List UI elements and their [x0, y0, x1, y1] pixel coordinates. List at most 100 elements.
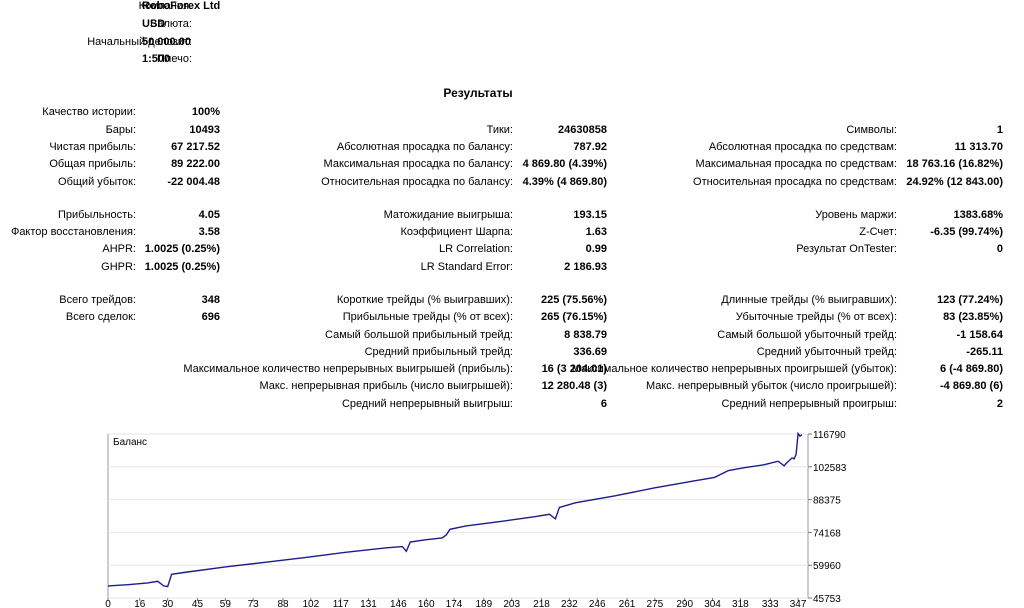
deposit-value: 50 000.00 — [142, 36, 191, 48]
stat-label: Самый большой убыточный трейд: — [717, 329, 897, 341]
stat-label: Самый большой прибыльный трейд: — [325, 329, 513, 341]
x-tick-label: 232 — [561, 599, 578, 608]
stat-value: 1 — [996, 124, 1003, 136]
stat-value: 4.39% (4 869.80) — [522, 176, 607, 188]
x-tick-label: 59 — [220, 599, 232, 608]
x-tick-label: 45 — [192, 599, 204, 608]
stat-value: 265 (76.15%) — [540, 311, 607, 323]
stat-label: Общая прибыль: — [49, 158, 136, 170]
stat-label: Всего трейдов: — [59, 294, 136, 306]
balance-series-line — [107, 431, 803, 588]
stat-value: 348 — [201, 294, 220, 306]
stat-value: 12 280.48 (3) — [541, 380, 607, 392]
x-tick-label: 246 — [589, 599, 606, 608]
stat-value: 100% — [191, 106, 220, 118]
stat-label: Максимальная просадка по балансу: — [323, 158, 513, 170]
currency-value: USD — [142, 18, 166, 30]
stat-label: Символы: — [846, 124, 897, 136]
stat-value: 193.15 — [573, 209, 607, 221]
stat-label: Абсолютная просадка по балансу: — [336, 141, 513, 153]
y-tick-label: 74168 — [813, 528, 841, 539]
stat-label: Чистая прибыль: — [49, 141, 136, 153]
x-tick-label: 30 — [162, 599, 174, 608]
stat-label: Тики: — [486, 124, 513, 136]
x-tick-label: 146 — [390, 599, 407, 608]
stat-value: 225 (75.56%) — [540, 294, 607, 306]
stat-label: Коэффициент Шарпа: — [400, 226, 513, 238]
x-tick-label: 347 — [790, 599, 807, 608]
x-tick-label: 160 — [418, 599, 435, 608]
stat-label: Максимальное количество непрерывных выиг… — [183, 363, 513, 375]
stat-label: Всего сделок: — [65, 311, 136, 323]
currency-label: Валюта: — [150, 18, 192, 30]
stat-label: Максимальная просадка по средствам: — [695, 158, 897, 170]
x-tick-label: 189 — [476, 599, 493, 608]
stat-value: 67 217.52 — [171, 141, 220, 153]
stat-value: 6 (-4 869.80) — [940, 363, 1003, 375]
stat-label: Относительная просадка по балансу: — [321, 176, 513, 188]
chart-plot-area — [107, 433, 809, 599]
stat-label: Матожидание выигрыша: — [383, 209, 513, 221]
stat-value: 2 186.93 — [564, 261, 607, 273]
y-tick-label: 116790 — [813, 430, 846, 441]
stat-label: Прибыльные трейды (% от всех): — [342, 311, 513, 323]
y-axis-ticks: 116790 102583 88375 74168 59960 45753 — [808, 430, 847, 605]
stat-value: 11 313.70 — [954, 141, 1003, 153]
chart-grid — [108, 433, 808, 599]
stat-value: 24630858 — [558, 124, 607, 136]
x-tick-label: 117 — [333, 599, 349, 608]
stat-value: -22 004.48 — [167, 176, 220, 188]
y-tick-label: 88375 — [813, 496, 841, 507]
stat-value: 89 222.00 — [171, 158, 220, 170]
stat-value: 1383.68% — [953, 209, 1003, 221]
stat-label: Средний непрерывный выигрыш: — [341, 398, 513, 410]
stat-value: -6.35 (99.74%) — [930, 226, 1003, 238]
stat-label: Качество истории: — [42, 106, 136, 118]
stat-value: 83 (23.85%) — [943, 311, 1003, 323]
stat-value: 0.99 — [585, 243, 607, 255]
stat-value: 787.92 — [573, 141, 607, 153]
x-tick-label: 0 — [105, 599, 111, 608]
company-value: RoboForex Ltd — [142, 0, 221, 12]
x-tick-label: 275 — [647, 599, 664, 608]
stat-value: -265.11 — [966, 346, 1003, 358]
stat-value: 6 — [600, 398, 607, 410]
stat-value: 1.0025 (0.25%) — [144, 261, 220, 273]
stat-label: Фактор восстановления: — [10, 226, 136, 238]
x-tick-label: 203 — [503, 599, 520, 608]
stat-value: 123 (77.24%) — [936, 294, 1003, 306]
stat-value: 696 — [201, 311, 220, 323]
leverage-label: Плечо: — [157, 53, 192, 65]
balance-chart: Баланс 11679010258388375741685996045753 … — [105, 430, 847, 608]
x-tick-label: 73 — [248, 599, 260, 608]
stat-value: 18 763.16 (16.82%) — [906, 158, 1003, 170]
stat-label: LR Standard Error: — [420, 261, 513, 273]
stat-label: Средний убыточный трейд: — [756, 346, 897, 358]
y-tick-label: 102583 — [813, 463, 847, 474]
stat-label: Средний прибыльный трейд: — [364, 346, 513, 358]
stat-label: Абсолютная просадка по средствам: — [708, 141, 897, 153]
stat-value: 1.63 — [585, 226, 607, 238]
stat-label: Убыточные трейды (% от всех): — [735, 311, 897, 323]
company-label: Компания: — [138, 0, 192, 12]
stat-label: Бары: — [105, 124, 136, 136]
stat-label: Макс. непрерывный убыток (число проигрыш… — [645, 380, 897, 392]
x-tick-label: 174 — [446, 599, 463, 608]
stat-value: 1.0025 (0.25%) — [144, 243, 220, 255]
results-title: Результаты — [443, 86, 513, 100]
x-axis-ticks: 0 16 30 45 59 73 88 102 117 131 146 160 174 189 203 218… — [105, 598, 807, 608]
stat-label: Результат OnTester: — [796, 243, 897, 255]
stat-label: Относительная просадка по средствам: — [693, 176, 897, 188]
x-tick-label: 102 — [302, 599, 319, 608]
stat-value: 0 — [996, 243, 1003, 255]
stat-label: Z-Счет: — [859, 226, 897, 238]
stat-value: 16 (3 204.01) — [541, 363, 607, 375]
stat-label: LR Correlation: — [439, 243, 513, 255]
x-tick-label: 88 — [277, 599, 289, 608]
stat-label: Прибыльность: — [57, 209, 136, 221]
x-tick-label: 261 — [619, 599, 636, 608]
stat-value: 4 869.80 (4.39%) — [522, 158, 607, 170]
stat-label: GHPR: — [101, 261, 136, 273]
x-tick-label: 304 — [704, 599, 721, 608]
y-tick-label: 59960 — [813, 561, 841, 572]
